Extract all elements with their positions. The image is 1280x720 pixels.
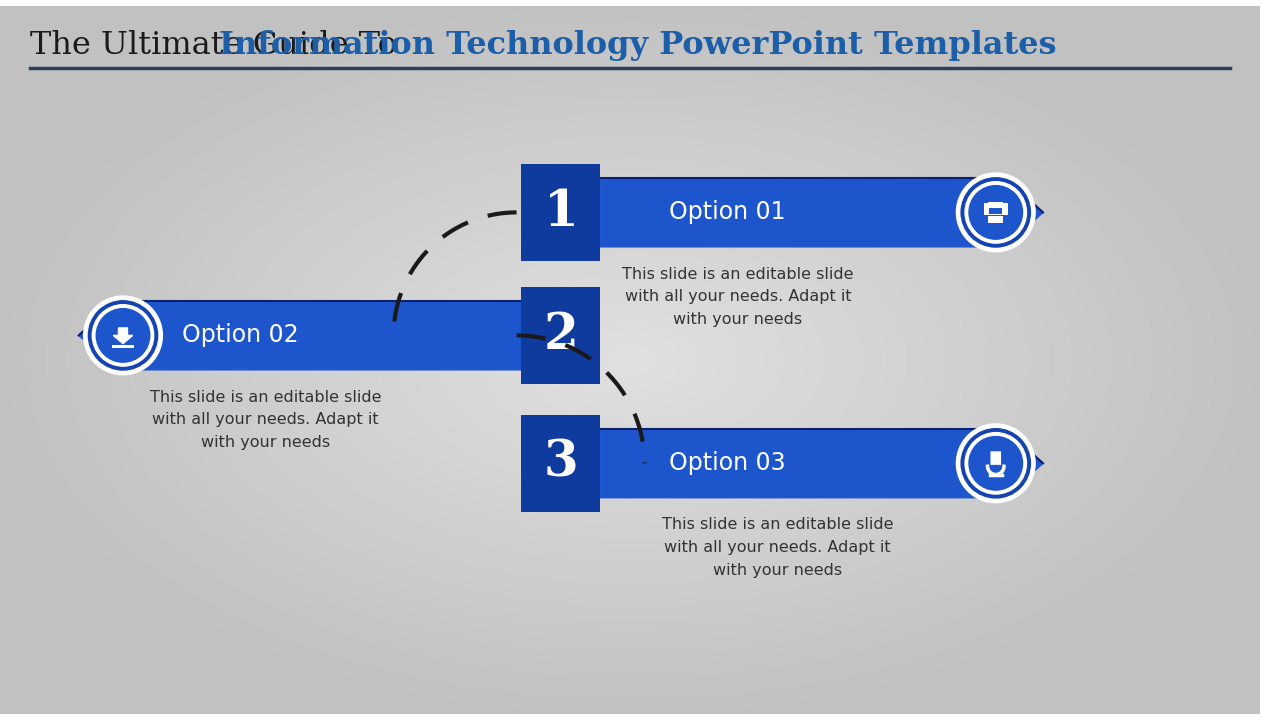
- Circle shape: [961, 428, 1030, 498]
- Polygon shape: [600, 178, 1043, 247]
- FancyBboxPatch shape: [989, 208, 1002, 215]
- Text: 1: 1: [544, 188, 579, 237]
- Polygon shape: [78, 301, 521, 370]
- FancyBboxPatch shape: [521, 287, 600, 384]
- Text: This slide is an editable slide
with all your needs. Adapt it
with your needs: This slide is an editable slide with all…: [622, 266, 854, 327]
- Text: 2: 2: [544, 311, 579, 360]
- Circle shape: [83, 296, 163, 374]
- Circle shape: [956, 173, 1036, 252]
- Text: Option 01: Option 01: [669, 200, 786, 225]
- Text: Option 03: Option 03: [669, 451, 786, 475]
- FancyBboxPatch shape: [521, 164, 600, 261]
- Polygon shape: [113, 328, 133, 343]
- FancyBboxPatch shape: [991, 451, 1001, 465]
- FancyBboxPatch shape: [988, 216, 1004, 223]
- Circle shape: [969, 186, 1023, 239]
- Circle shape: [88, 301, 157, 370]
- Circle shape: [96, 309, 150, 362]
- Circle shape: [92, 305, 154, 366]
- Circle shape: [956, 424, 1036, 503]
- Circle shape: [969, 436, 1023, 490]
- Text: Information Technology PowerPoint Templates: Information Technology PowerPoint Templa…: [219, 30, 1057, 60]
- Circle shape: [961, 178, 1030, 247]
- Circle shape: [965, 181, 1027, 243]
- FancyBboxPatch shape: [984, 204, 1007, 215]
- Text: Option 02: Option 02: [182, 323, 298, 348]
- FancyBboxPatch shape: [521, 415, 600, 511]
- Text: 3: 3: [544, 438, 579, 488]
- Circle shape: [965, 433, 1027, 494]
- Text: This slide is an editable slide
with all your needs. Adapt it
with your needs: This slide is an editable slide with all…: [662, 518, 893, 578]
- Text: The Ultimate Guide To: The Ultimate Guide To: [29, 30, 407, 60]
- Polygon shape: [600, 429, 1043, 498]
- FancyBboxPatch shape: [988, 202, 1004, 210]
- Text: This slide is an editable slide
with all your needs. Adapt it
with your needs: This slide is an editable slide with all…: [150, 390, 381, 450]
- FancyBboxPatch shape: [111, 345, 134, 348]
